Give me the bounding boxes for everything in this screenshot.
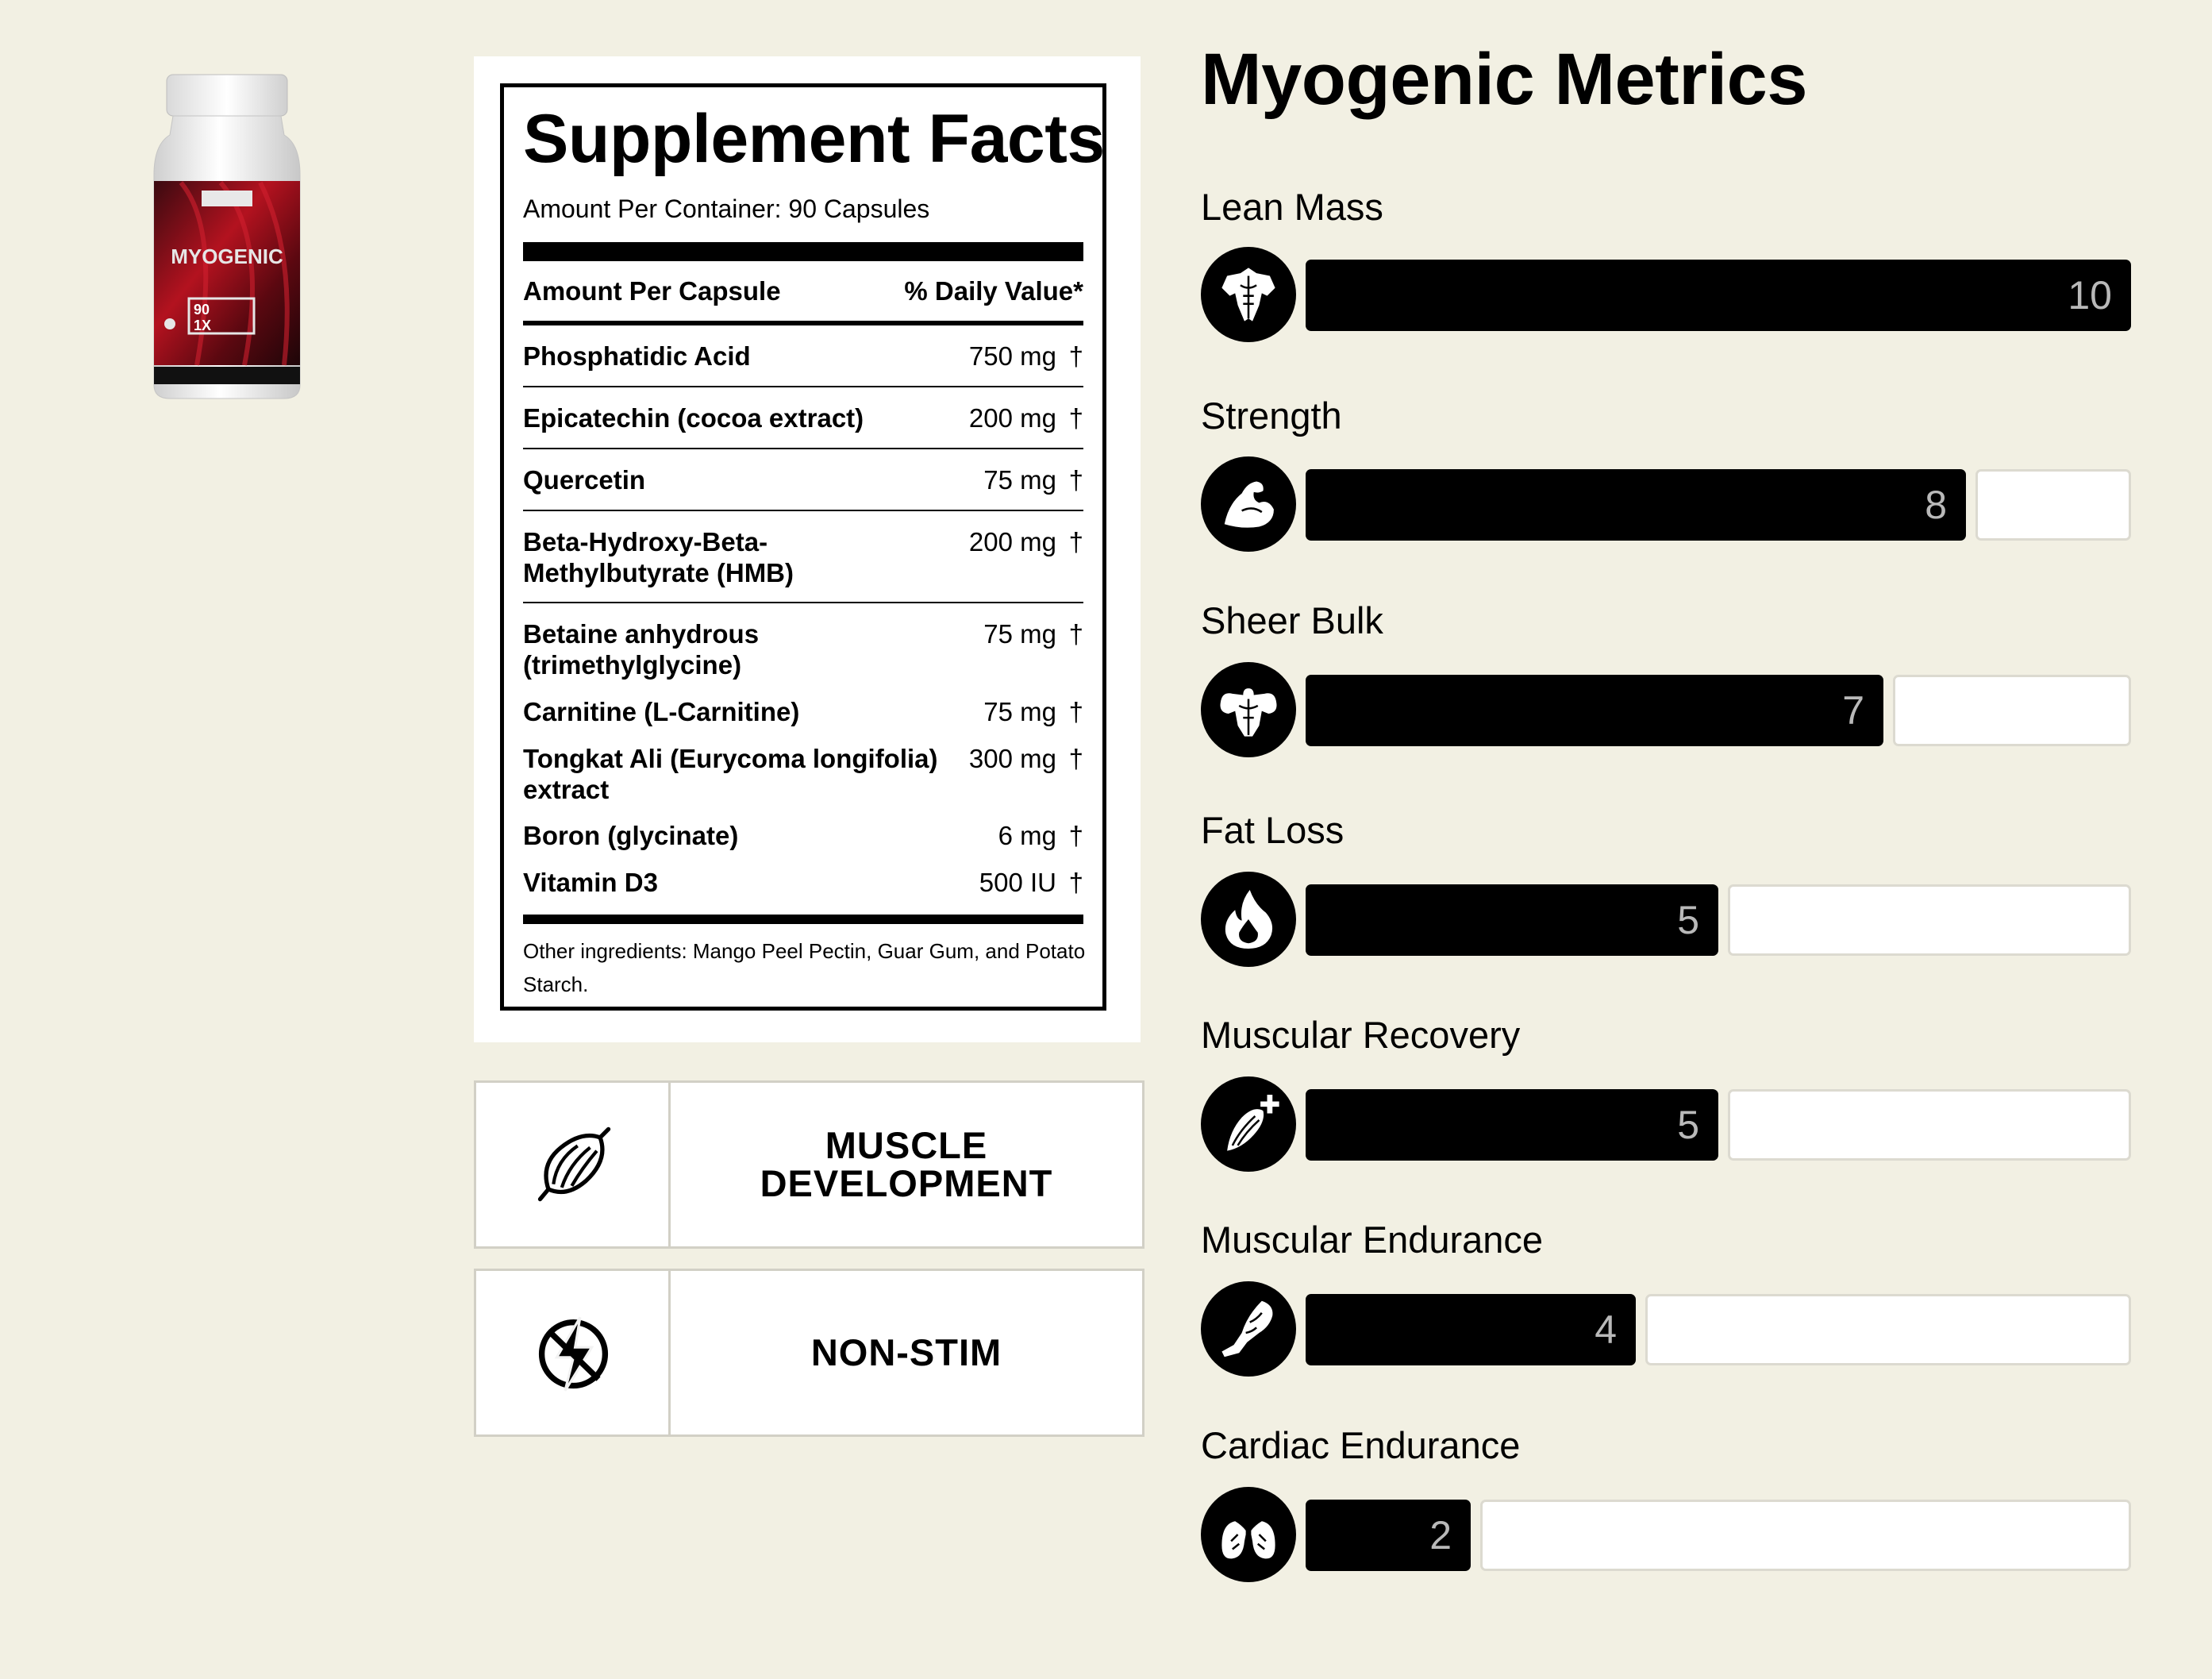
ingredient-amount: 750 mg † bbox=[968, 341, 1083, 371]
metric-label: Fat Loss bbox=[1201, 809, 1345, 851]
metric-bar-fill: 2 bbox=[1306, 1500, 1471, 1571]
column-header-amount: Amount Per Capsule bbox=[523, 276, 781, 306]
no-stimulant-icon bbox=[538, 1316, 609, 1392]
ingredient-amount: 75 mg † bbox=[983, 697, 1083, 726]
ingredient-amount: 75 mg † bbox=[983, 465, 1083, 495]
metric-label: Cardiac Endurance bbox=[1201, 1424, 1521, 1466]
svg-text:1X: 1X bbox=[194, 318, 211, 333]
metric-bar-fill: 4 bbox=[1306, 1294, 1636, 1365]
badge-label: NON-STIM bbox=[810, 1331, 1002, 1373]
metric-bar-remainder bbox=[1893, 675, 2131, 746]
column-header-daily-value: % Daily Value* bbox=[904, 276, 1083, 306]
lungs-icon bbox=[1201, 1487, 1296, 1582]
badge-label: MUSCLE DEVELOPMENT bbox=[760, 1124, 1053, 1204]
metric-label: Lean Mass bbox=[1201, 186, 1383, 228]
ingredient-amount: 6 mg † bbox=[998, 821, 1083, 850]
ingredient-amount: 200 mg † bbox=[968, 527, 1083, 556]
svg-text:90: 90 bbox=[194, 302, 210, 318]
ingredient-amount: 500 IU † bbox=[979, 868, 1083, 897]
ingredient-amount: 300 mg † bbox=[968, 744, 1083, 773]
ingredient-name: Beta-Hydroxy-Beta-Methylbutyrate (HMB) bbox=[523, 527, 794, 587]
metric-label: Sheer Bulk bbox=[1201, 599, 1383, 641]
metric-bar-remainder bbox=[1645, 1294, 2131, 1365]
ingredient-name: Boron (glycinate) bbox=[523, 821, 739, 850]
flame-icon bbox=[1201, 872, 1296, 967]
metric-bar-remainder bbox=[1728, 884, 2131, 956]
non-stim-badge: NON-STIM bbox=[474, 1269, 1144, 1437]
muscle-fiber-icon bbox=[537, 1126, 611, 1202]
metric-label: Strength bbox=[1201, 395, 1342, 437]
metric-label: Muscular Recovery bbox=[1201, 1014, 1521, 1056]
row-divider bbox=[523, 448, 1083, 449]
metric-bar-fill: 5 bbox=[1306, 1089, 1718, 1161]
running-leg-icon bbox=[1201, 1281, 1296, 1377]
supplement-facts-card: Supplement Facts Amount Per Container: 9… bbox=[474, 56, 1141, 1042]
product-bottle-image: MYOGENIC 90 1X bbox=[149, 71, 305, 402]
metric-bar-remainder bbox=[1728, 1089, 2131, 1161]
torso-icon bbox=[1201, 247, 1296, 342]
ingredient-name: Carnitine (L-Carnitine) bbox=[523, 697, 800, 726]
ingredient-amount: 200 mg † bbox=[968, 403, 1083, 433]
ingredient-name: Tongkat Ali (Eurycoma longifolia) extrac… bbox=[523, 744, 938, 804]
metric-bar-remainder bbox=[1975, 469, 2131, 541]
row-divider bbox=[523, 602, 1083, 603]
metric-bar-fill: 8 bbox=[1306, 469, 1966, 541]
ingredient-name: Quercetin bbox=[523, 465, 646, 495]
metric-bar-fill: 10 bbox=[1306, 260, 2131, 331]
facts-subtitle: Amount Per Container: 90 Capsules bbox=[523, 194, 930, 223]
metrics-title: Myogenic Metrics bbox=[1201, 39, 1807, 120]
other-ingredients: Other ingredients: Mango Peel Pectin, Gu… bbox=[523, 939, 1086, 996]
svg-text:MYOGENIC: MYOGENIC bbox=[171, 245, 283, 268]
muscle-development-badge: MUSCLE DEVELOPMENT bbox=[474, 1080, 1144, 1249]
ingredient-amount: 75 mg † bbox=[983, 619, 1083, 649]
header-divider bbox=[523, 321, 1083, 325]
supplement-facts-panel: Supplement Facts Amount Per Container: 9… bbox=[500, 83, 1106, 1011]
row-divider bbox=[523, 386, 1083, 387]
muscle-repair-icon bbox=[1201, 1076, 1296, 1172]
ingredient-name: Vitamin D3 bbox=[523, 868, 658, 897]
facts-title: Supplement Facts bbox=[523, 101, 1105, 177]
metric-bar-fill: 5 bbox=[1306, 884, 1718, 956]
thick-divider bbox=[523, 242, 1083, 261]
bottom-divider bbox=[523, 915, 1083, 924]
ingredient-name: Betaine anhydrous (trimethylglycine) bbox=[523, 619, 760, 680]
ingredient-name: Phosphatidic Acid bbox=[523, 341, 751, 371]
metric-bar-fill: 7 bbox=[1306, 675, 1883, 746]
metric-label: Muscular Endurance bbox=[1201, 1219, 1544, 1261]
ingredient-name: Epicatechin (cocoa extract) bbox=[523, 403, 864, 433]
bodybuilder-icon bbox=[1201, 662, 1296, 757]
row-divider bbox=[523, 510, 1083, 511]
metric-bar-remainder bbox=[1480, 1500, 2131, 1571]
flexed-arm-icon bbox=[1201, 456, 1296, 552]
